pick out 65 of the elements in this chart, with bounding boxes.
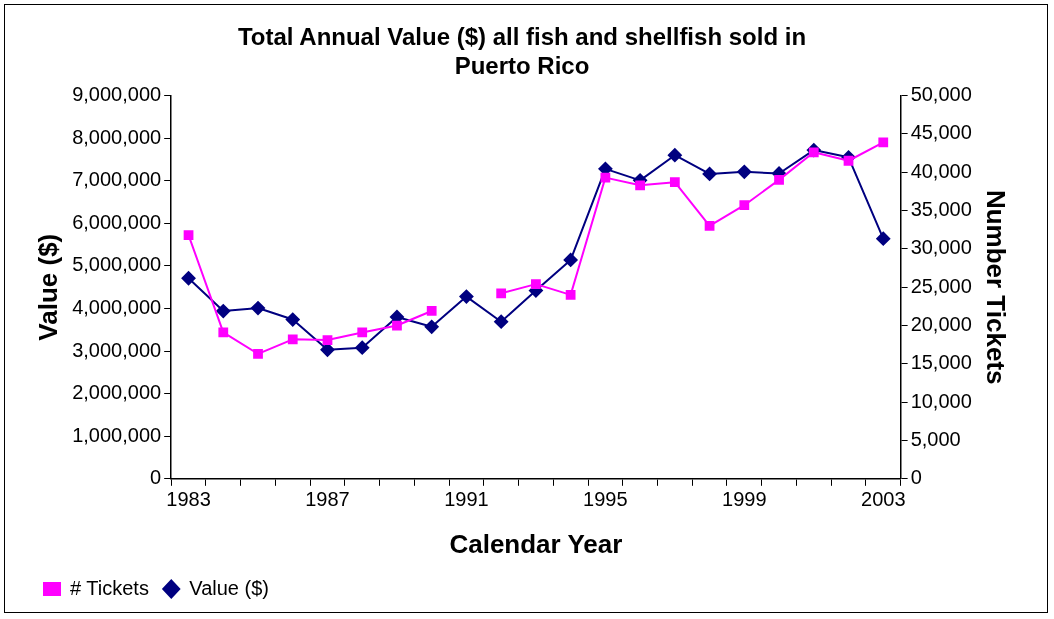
x-tick-label: 1987 [305, 488, 350, 511]
point [424, 319, 439, 334]
y2-axis-title: Number Tickets [981, 189, 1012, 385]
point [426, 306, 437, 316]
y2-tick-label: 40,000 [910, 159, 972, 182]
y-tick-label: 3,000,000 [72, 338, 162, 361]
x-tick-label: 1995 [583, 488, 628, 511]
y-tick-label: 7,000,000 [72, 168, 162, 191]
point [459, 289, 474, 304]
y2-tick-label: 15,000 [910, 351, 972, 374]
chart-title: Total Annual Value ($) all fish and shellfish sold in Puerto Rico [237, 23, 807, 79]
point [216, 304, 231, 319]
point [876, 231, 891, 246]
point [322, 335, 333, 345]
point [496, 288, 507, 299]
point [355, 340, 370, 355]
point [183, 230, 194, 240]
y-tick-label: 6,000,000 [72, 210, 162, 233]
x-tick-label: 2003 [861, 488, 906, 511]
x-tick-label: 1983 [166, 488, 211, 511]
point [878, 137, 889, 148]
y-tick-label: 5,000,000 [72, 253, 162, 276]
point [287, 334, 298, 345]
point [251, 301, 266, 316]
y2-tick-label: 45,000 [910, 121, 972, 144]
point [600, 172, 611, 183]
point [253, 348, 263, 359]
y-tick-label: 2,000,000 [72, 381, 162, 404]
y2-tick-label: 50,000 [910, 83, 972, 106]
y2-tick-label: 10,000 [910, 389, 972, 412]
point [494, 314, 509, 329]
point [669, 177, 680, 188]
point [774, 175, 784, 185]
y2-tick-label: 35,000 [910, 198, 972, 221]
point [739, 200, 750, 211]
point [702, 166, 717, 181]
y2-tick-label: 0 [910, 466, 922, 489]
point [392, 320, 402, 331]
legend-label: Value ($) [189, 576, 269, 599]
point [565, 289, 576, 300]
y-axis-title: Value ($) [32, 233, 63, 341]
point [843, 155, 854, 166]
point [181, 271, 196, 286]
point [737, 164, 752, 179]
y2-tick-label: 25,000 [910, 274, 972, 297]
y-tick-label: 4,000,000 [72, 296, 162, 318]
point [704, 221, 715, 231]
y-tick-label: 9,000,000 [72, 83, 162, 106]
x-tick-label: 1999 [722, 488, 767, 511]
y2-tick-label: 30,000 [910, 236, 972, 259]
y-tick-label: 1,000,000 [72, 423, 162, 446]
point [667, 148, 682, 163]
point [285, 312, 300, 327]
point [218, 327, 229, 338]
y-tick-label: 8,000,000 [72, 125, 162, 148]
point [563, 252, 578, 267]
point [635, 180, 645, 191]
x-tick-label: 1991 [444, 488, 489, 511]
y2-tick-label: 5,000 [910, 428, 961, 450]
point [531, 279, 541, 290]
legend-label: # Tickets [70, 576, 149, 599]
point [357, 327, 368, 338]
y-tick-label: 0 [150, 466, 162, 489]
x-axis-title: Calendar Year [449, 528, 623, 559]
y2-tick-label: 20,000 [910, 313, 972, 336]
